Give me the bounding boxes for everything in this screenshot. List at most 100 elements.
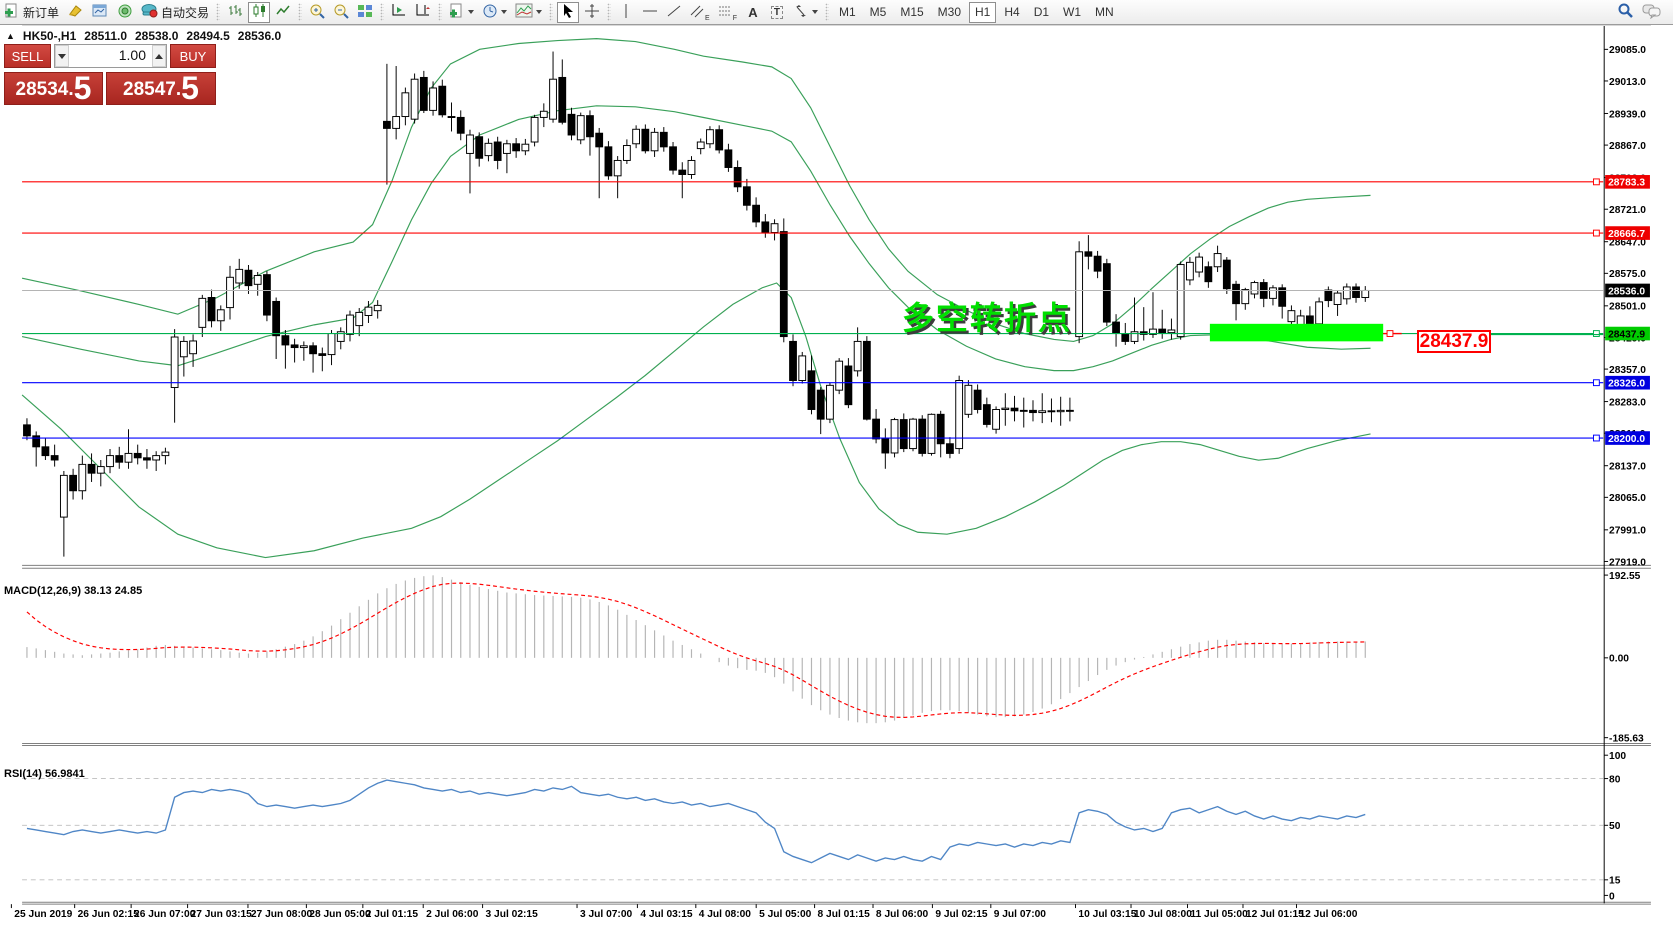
community-chat-button[interactable] bbox=[1639, 2, 1665, 23]
toolbar-grip bbox=[298, 3, 303, 21]
label-tool-button[interactable]: T bbox=[766, 2, 788, 23]
timeframe-m15[interactable]: M15 bbox=[900, 5, 924, 19]
indicators-button[interactable] bbox=[512, 2, 545, 23]
cursor-icon bbox=[561, 3, 575, 22]
search-button[interactable] bbox=[1614, 2, 1637, 23]
svg-text:28536.0: 28536.0 bbox=[1608, 286, 1645, 297]
svg-text:12 Jul 06:00: 12 Jul 06:00 bbox=[1299, 909, 1357, 920]
arrows-tool-button[interactable] bbox=[790, 2, 821, 23]
svg-text:4 Jul 03:15: 4 Jul 03:15 bbox=[640, 909, 693, 920]
dropdown-arrow-icon bbox=[468, 10, 475, 14]
timeframe-mn[interactable]: MN bbox=[1095, 5, 1114, 19]
clock-icon bbox=[482, 3, 498, 22]
vertical-line-tool-button[interactable] bbox=[615, 2, 637, 23]
auto-trading-button[interactable]: 自动交易 bbox=[138, 2, 212, 23]
toolbar: 新订单 自动交易 bbox=[0, 0, 1673, 25]
horizontal-line-icon bbox=[642, 5, 658, 20]
rsi-indicator-label: RSI(14) 56.9841 bbox=[4, 768, 85, 780]
tile-windows-icon bbox=[357, 4, 373, 21]
timeframe-h4[interactable]: H4 bbox=[1004, 5, 1020, 19]
candles bbox=[23, 51, 1370, 557]
fibonacci-tool-button[interactable]: F bbox=[715, 2, 740, 23]
sell-price-display[interactable]: 28534. 5 bbox=[4, 72, 103, 105]
crosshair-icon bbox=[584, 3, 600, 22]
macd-panel: 192.55 0.00 -185.63 bbox=[26, 571, 1644, 745]
svg-text:8 Jul 01:15: 8 Jul 01:15 bbox=[818, 909, 871, 920]
svg-text:0: 0 bbox=[1609, 891, 1615, 902]
svg-text:28357.0: 28357.0 bbox=[1609, 365, 1646, 376]
buy-price-main: 28547 bbox=[123, 79, 176, 100]
buy-price-display[interactable]: 28547. 5 bbox=[106, 72, 216, 105]
timeframe-d1[interactable]: D1 bbox=[1033, 5, 1050, 19]
svg-text:11 Jul 05:00: 11 Jul 05:00 bbox=[1190, 909, 1248, 920]
sell-button[interactable]: SELL bbox=[4, 44, 51, 68]
svg-text:28326.0: 28326.0 bbox=[1608, 379, 1645, 390]
cursor-tool-button[interactable] bbox=[557, 1, 580, 23]
highlight-tool-button[interactable] bbox=[64, 2, 87, 23]
collapse-icon[interactable]: ▲ bbox=[6, 31, 15, 41]
auto-scroll-button[interactable] bbox=[388, 2, 410, 23]
vertical-line-icon bbox=[620, 3, 632, 22]
timeframe-m30[interactable]: M30 bbox=[937, 5, 962, 19]
svg-text:-185.63: -185.63 bbox=[1609, 734, 1644, 745]
horizontal-line-tool-button[interactable] bbox=[639, 2, 661, 23]
svg-text:28666.7: 28666.7 bbox=[1608, 229, 1645, 240]
toolbar-grip bbox=[380, 3, 385, 21]
new-chart-button[interactable] bbox=[446, 2, 477, 23]
toolbar-grip bbox=[607, 3, 612, 21]
channel-tool-button[interactable]: E bbox=[687, 2, 713, 23]
periods-button[interactable] bbox=[479, 2, 510, 23]
highlight-bar bbox=[1209, 323, 1604, 342]
ohlc-close: 28536.0 bbox=[237, 29, 282, 43]
svg-text:15: 15 bbox=[1609, 876, 1621, 887]
timeframe-bar: M1 M5 M15 M30 H1 H4 D1 W1 MN bbox=[832, 1, 1121, 23]
buy-price-pip: 5 bbox=[181, 70, 199, 106]
fibonacci-glyph: F bbox=[732, 14, 737, 22]
rsi-panel: 100 80 50 15 0 bbox=[22, 751, 1626, 902]
crosshair-tool-button[interactable] bbox=[581, 2, 603, 23]
svg-text:80: 80 bbox=[1609, 774, 1621, 785]
chart-shift-button[interactable] bbox=[412, 2, 434, 23]
fibonacci-icon bbox=[718, 4, 732, 21]
timeframe-w1[interactable]: W1 bbox=[1063, 5, 1082, 19]
svg-text:4 Jul 08:00: 4 Jul 08:00 bbox=[699, 909, 752, 920]
bar-chart-mode-button[interactable] bbox=[224, 2, 246, 23]
channel-icon bbox=[690, 4, 704, 21]
timeframe-m5[interactable]: M5 bbox=[869, 5, 887, 19]
zoom-in-button[interactable] bbox=[306, 2, 328, 23]
timeframe-h1[interactable]: H1 bbox=[969, 1, 997, 23]
volume-increase-button[interactable] bbox=[152, 45, 166, 67]
svg-text:9 Jul 07:00: 9 Jul 07:00 bbox=[994, 909, 1047, 920]
chart-profile-button[interactable] bbox=[89, 2, 112, 23]
sell-price-main: 28534 bbox=[15, 79, 69, 100]
price-level-lines bbox=[22, 178, 1604, 442]
timeframe-m1[interactable]: M1 bbox=[838, 5, 856, 19]
candlestick-mode-button[interactable] bbox=[248, 1, 271, 23]
macd-name: MACD(12,26,9) bbox=[4, 585, 82, 597]
zoom-out-icon bbox=[333, 3, 349, 22]
panel-frames bbox=[22, 25, 1651, 905]
one-click-trading-panel: SELL 1.00 BUY 28534. 5 28547. 5 bbox=[4, 44, 216, 105]
text-tool-button[interactable]: A bbox=[742, 2, 764, 23]
svg-text:27 Jun 03:15: 27 Jun 03:15 bbox=[191, 909, 253, 920]
trendline-tool-button[interactable] bbox=[663, 2, 685, 23]
rsi-name: RSI(14) bbox=[4, 768, 42, 780]
volume-decrease-button[interactable] bbox=[55, 45, 69, 67]
indicators-icon bbox=[515, 3, 533, 21]
tile-windows-button[interactable] bbox=[354, 2, 376, 23]
new-order-button[interactable]: 新订单 bbox=[1, 2, 62, 23]
buy-button[interactable]: BUY bbox=[170, 44, 216, 68]
svg-text:12 Jul 01:15: 12 Jul 01:15 bbox=[1246, 909, 1304, 920]
ohlc-open: 28511.0 bbox=[84, 29, 127, 43]
svg-text:0.00: 0.00 bbox=[1609, 654, 1629, 665]
price-axis: 29085.029013.028939.028867.028793.028721… bbox=[1604, 45, 1650, 568]
symbol-header: ▲ HK50-,H1 28511.0 28538.0 28494.5 28536… bbox=[6, 29, 281, 43]
svg-text:28939.0: 28939.0 bbox=[1609, 109, 1646, 120]
price-chart-canvas: 29085.029013.028939.028867.028793.028721… bbox=[10, 25, 1651, 920]
zoom-out-button[interactable] bbox=[330, 2, 352, 23]
svg-text:2 Jul 01:15: 2 Jul 01:15 bbox=[366, 909, 419, 920]
rsi-value: 56.9841 bbox=[44, 768, 85, 780]
volume-input[interactable]: 1.00 bbox=[118, 47, 146, 63]
sound-alerts-button[interactable] bbox=[114, 2, 136, 23]
line-chart-mode-button[interactable] bbox=[272, 2, 294, 23]
